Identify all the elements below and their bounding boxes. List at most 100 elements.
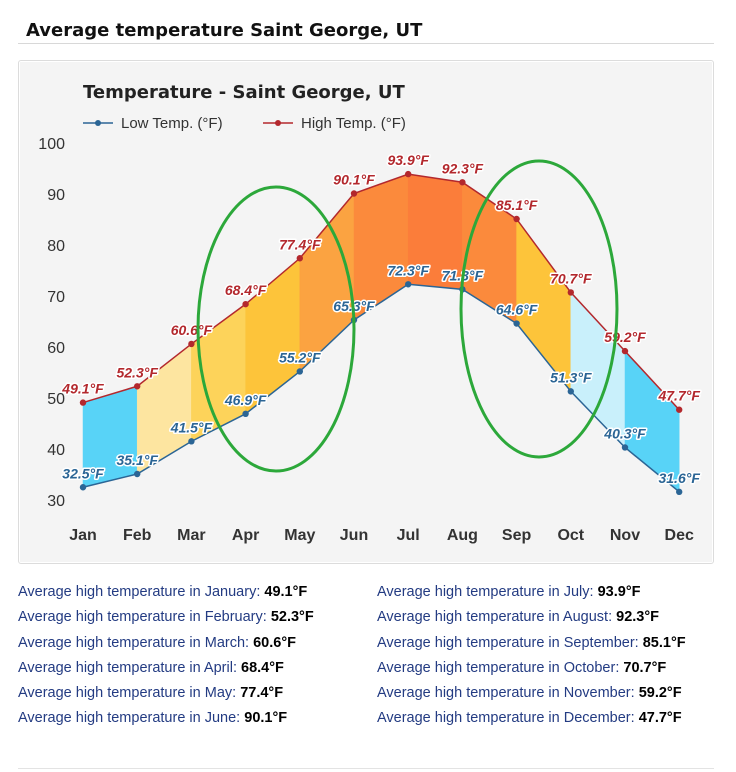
data-label-high: 60.6°F [171, 322, 213, 338]
data-point-high [405, 170, 412, 178]
data-label-high: 85.1°F [496, 197, 538, 213]
x-tick-label: Aug [447, 527, 478, 544]
data-label-low: 64.6°F [496, 302, 538, 318]
summary-label: Average high temperature in July: [377, 584, 598, 600]
data-point-low [134, 470, 141, 478]
summary-label: Average high temperature in November: [377, 685, 639, 702]
summary-value: 90.1°F [244, 710, 288, 727]
summary-value: 93.9°F [597, 584, 641, 600]
data-label-high: 49.1°F [61, 381, 104, 397]
data-label-high: 47.7°F [657, 388, 700, 404]
summary-value: 85.1°F [642, 634, 686, 651]
x-tick-label: Mar [177, 527, 205, 544]
summary-value: 59.2°F [638, 685, 682, 702]
y-tick-label: 60 [47, 340, 65, 357]
series-line-high [82, 173, 680, 411]
data-point-high [621, 347, 629, 355]
bottom-divider [18, 768, 714, 769]
y-axis: 30 40 50 60 70 80 90 100 [38, 136, 65, 510]
series-line-low [82, 283, 680, 493]
data-point-low [79, 484, 87, 491]
data-label-high: 77.4°F [279, 236, 321, 252]
data-point-low [188, 438, 195, 445]
x-tick-label: Feb [123, 527, 152, 544]
x-tick-label: May [284, 527, 315, 544]
summary-value: 70.7°F [623, 659, 667, 676]
data-point-low [296, 368, 303, 375]
data-point-low [676, 488, 683, 496]
summary-label: Average high temperature in May: [18, 685, 241, 702]
summary-row: Average high temperature in May: 77.4°F [18, 681, 368, 706]
summary-row: Average high temperature in June: 90.1°F [18, 706, 368, 731]
highlight-ellipse-sep-oct [459, 159, 619, 459]
x-tick-label: Apr [232, 527, 260, 544]
data-label-high: 70.7°F [550, 270, 592, 286]
y-tick-label: 70 [47, 289, 65, 306]
data-label-low: 51.3°F [550, 369, 592, 385]
data-label-low: 35.1°F [116, 452, 158, 468]
highlight-ellipse-apr-may [196, 185, 356, 473]
summary-row: Average high temperature in November: 59… [377, 681, 722, 706]
y-tick-label: 50 [47, 391, 65, 408]
title-divider [18, 43, 714, 44]
summary-row: Average high temperature in January: 49.… [18, 580, 368, 605]
data-label-low: 41.5°F [170, 419, 213, 435]
x-tick-label: Dec [665, 527, 694, 544]
data-label-high: 93.9°F [387, 152, 429, 168]
summary-value: 92.3°F [616, 609, 660, 626]
summary-label: Average high temperature in September: [377, 634, 643, 651]
temperature-chart: Temperature - Saint George, UT Low Temp.… [20, 62, 712, 562]
summary-left-column: Average high temperature in January: 49.… [18, 580, 368, 732]
data-label-low: 40.3°F [603, 425, 646, 441]
data-point-high [134, 383, 141, 390]
summary-label: Average high temperature in January: [18, 584, 265, 600]
legend-label-low: Low Temp. (°F) [121, 115, 223, 132]
x-axis: Jan Feb Mar Apr May Jun Jul Aug Sep Oct Nov Dec [69, 527, 694, 544]
data-label-low: 31.6°F [658, 470, 700, 486]
data-point-high [188, 340, 195, 348]
chart-title: Temperature - Saint George, UT [83, 82, 405, 103]
y-tick-label: 100 [38, 136, 65, 153]
data-point-low [513, 320, 520, 327]
summary-value: 68.4°F [241, 659, 284, 676]
summary-row: Average high temperature in March: 60.6°… [18, 631, 368, 656]
data-point-low [621, 444, 629, 451]
y-tick-label: 80 [47, 238, 65, 255]
summary-value: 60.6°F [253, 634, 296, 651]
summary-value: 52.3°F [270, 609, 314, 626]
y-tick-label: 30 [47, 493, 65, 510]
summary-label: Average high temperature in August: [377, 609, 617, 626]
data-label-high: 68.4°F [225, 282, 267, 298]
data-label-high: 52.3°F [116, 364, 158, 380]
summary-row: Average high temperature in September: 8… [377, 631, 722, 656]
x-tick-label: Jan [69, 527, 97, 544]
x-tick-label: Sep [502, 527, 532, 544]
data-label-high: 90.1°F [333, 171, 375, 187]
x-tick-label: Jun [340, 527, 368, 544]
x-tick-label: Oct [557, 527, 584, 544]
data-point-high [513, 215, 520, 223]
legend-marker-low [95, 120, 101, 126]
data-point-high [676, 406, 683, 413]
x-tick-label: Jul [397, 527, 420, 544]
annotations [196, 159, 619, 473]
data-label-low: 55.2°F [279, 349, 321, 365]
page-title: Average temperature Saint George, UT [26, 20, 423, 41]
data-point-high [350, 190, 358, 197]
summary-label: Average high temperature in April: [18, 659, 242, 676]
summary-label: Average high temperature in March: [18, 634, 254, 651]
data-label-low: 32.5°F [62, 465, 104, 481]
legend: Low Temp. (°F) High Temp. (°F) [83, 115, 406, 132]
data-point-high [567, 289, 574, 296]
data-point-low [242, 410, 249, 418]
summary-value: 49.1°F [264, 584, 308, 600]
summary-row: Average high temperature in July: 93.9°F [377, 580, 722, 605]
summary-value: 77.4°F [240, 685, 284, 702]
data-label-high: 92.3°F [442, 160, 484, 176]
summary-right-column: Average high temperature in July: 93.9°F… [377, 580, 722, 732]
summary-label: Average high temperature in June: [18, 710, 245, 727]
data-label-high: 59.2°F [604, 329, 646, 345]
series-points [79, 170, 683, 496]
data-point-high [459, 179, 466, 186]
chart-card: Temperature - Saint George, UT Low Temp.… [18, 60, 714, 564]
